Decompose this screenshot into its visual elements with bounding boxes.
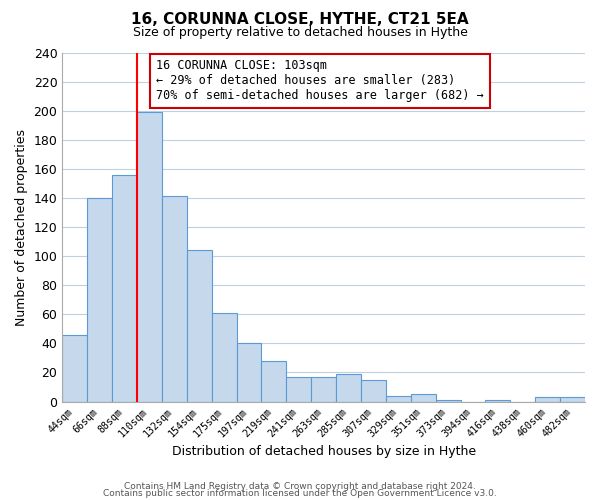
Bar [286, 377, 311, 402]
Text: Size of property relative to detached houses in Hythe: Size of property relative to detached ho… [133, 26, 467, 39]
X-axis label: Distribution of detached houses by size in Hythe: Distribution of detached houses by size … [172, 444, 476, 458]
Bar [535, 397, 560, 402]
Bar [87, 198, 112, 402]
Bar [336, 374, 361, 402]
Bar [361, 380, 386, 402]
Bar [137, 112, 162, 402]
Bar [187, 250, 212, 402]
Bar [212, 313, 236, 402]
Bar [411, 394, 436, 402]
Bar [262, 361, 286, 402]
Bar [436, 400, 461, 402]
Bar [386, 396, 411, 402]
Bar [112, 174, 137, 402]
Bar [485, 400, 511, 402]
Bar [162, 196, 187, 402]
Y-axis label: Number of detached properties: Number of detached properties [15, 128, 28, 326]
Text: Contains public sector information licensed under the Open Government Licence v3: Contains public sector information licen… [103, 490, 497, 498]
Bar [311, 377, 336, 402]
Text: Contains HM Land Registry data © Crown copyright and database right 2024.: Contains HM Land Registry data © Crown c… [124, 482, 476, 491]
Text: 16, CORUNNA CLOSE, HYTHE, CT21 5EA: 16, CORUNNA CLOSE, HYTHE, CT21 5EA [131, 12, 469, 28]
Bar [62, 334, 87, 402]
Bar [560, 397, 585, 402]
Text: 16 CORUNNA CLOSE: 103sqm
← 29% of detached houses are smaller (283)
70% of semi-: 16 CORUNNA CLOSE: 103sqm ← 29% of detach… [157, 60, 484, 102]
Bar [236, 344, 262, 402]
